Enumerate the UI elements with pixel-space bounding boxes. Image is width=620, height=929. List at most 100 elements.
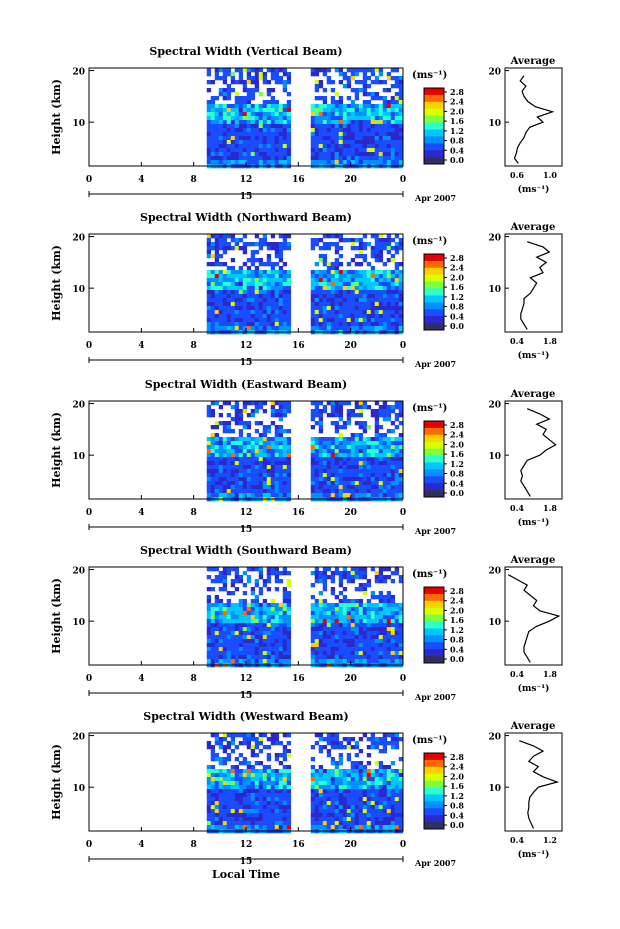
heatmap-cell <box>322 144 328 149</box>
heatmap-cell <box>346 310 352 315</box>
heatmap-cell <box>338 262 344 267</box>
heatmap-cell <box>398 246 404 251</box>
heatmap-cell <box>338 571 344 576</box>
heatmap-cell <box>326 270 332 275</box>
heatmap-cell <box>394 234 400 239</box>
heatmap-cell <box>258 571 264 576</box>
heatmap-cell <box>210 825 216 830</box>
heatmap-cell <box>370 659 376 664</box>
heatmap-cell <box>214 603 220 608</box>
heatmap-cell <box>334 781 340 786</box>
heatmap-cell <box>230 278 236 283</box>
heatmap-cell <box>398 611 404 616</box>
heatmap-cell <box>286 651 292 656</box>
heatmap-cell <box>322 615 328 620</box>
heatmap-cell <box>362 326 368 331</box>
heatmap-cell <box>382 409 388 414</box>
heatmap-cell <box>346 469 352 474</box>
heatmap-cell <box>286 302 292 307</box>
heatmap-cell <box>234 136 240 141</box>
heatmap-cell <box>322 619 328 624</box>
heatmap-cell <box>238 298 244 303</box>
heatmap-cell <box>386 156 392 161</box>
heatmap-cell <box>342 238 348 243</box>
heatmap-cell <box>282 481 288 486</box>
heatmap-cell <box>326 623 332 628</box>
heatmap-cell <box>342 575 348 580</box>
heatmap-cell <box>282 116 288 121</box>
heatmap-cell <box>374 785 380 790</box>
heatmap-cell <box>346 318 352 323</box>
heatmap-cell <box>334 314 340 319</box>
heatmap-cell <box>346 817 352 822</box>
heatmap-cell <box>262 242 268 247</box>
heatmap-cell <box>314 793 320 798</box>
heatmap-cell <box>238 457 244 462</box>
heatmap-cell <box>250 753 256 758</box>
heatmap-cell <box>250 765 256 770</box>
heatmap-cell <box>206 270 212 275</box>
colorbar-tick-label: 2.4 <box>450 596 464 606</box>
heatmap-cell <box>230 469 236 474</box>
heatmap-cell <box>222 477 228 482</box>
heatmap-cell <box>234 765 240 770</box>
heatmap-cell <box>286 489 292 494</box>
heatmap-cell <box>274 753 280 758</box>
heatmap-cell <box>286 112 292 117</box>
heatmap-cell <box>358 124 364 129</box>
panel-vertical: Spectral Width (Vertical Beam)2010Height… <box>50 45 563 203</box>
heatmap-cell <box>362 254 368 259</box>
heatmap-cell <box>342 401 348 406</box>
heatmap-cell <box>350 817 356 822</box>
heatmap-cell <box>214 615 220 620</box>
heatmap-cell <box>214 469 220 474</box>
heatmap-cell <box>226 485 232 490</box>
heatmap-cell <box>366 286 372 291</box>
heatmap-cell <box>218 469 224 474</box>
heatmap-cell <box>262 453 268 458</box>
heatmap-cell <box>250 627 256 632</box>
heatmap-cell <box>246 477 252 482</box>
heatmap-cell <box>206 801 212 806</box>
heatmap-cell <box>318 473 324 478</box>
heatmap-cell <box>242 485 248 490</box>
heatmap-cell <box>310 68 316 73</box>
heatmap-cell <box>270 413 276 418</box>
heatmap-cell <box>222 457 228 462</box>
heatmap-cell <box>362 282 368 287</box>
heatmap-cell <box>362 88 368 93</box>
heatmap-cell <box>230 619 236 624</box>
heatmap-cell <box>382 449 388 454</box>
heatmap-cell <box>382 579 388 584</box>
heatmap-cell <box>246 567 252 572</box>
heatmap-cell <box>242 631 248 636</box>
heatmap-cell <box>334 144 340 149</box>
heatmap-cell <box>234 302 240 307</box>
heatmap-cell <box>218 777 224 782</box>
heatmap-cell <box>390 294 396 299</box>
heatmap-cell <box>238 429 244 434</box>
heatmap-cell <box>330 789 336 794</box>
heatmap-cell <box>314 777 320 782</box>
heatmap-cell <box>338 148 344 153</box>
heatmap-cell <box>234 152 240 157</box>
heatmap-cell <box>274 607 280 612</box>
heatmap-cell <box>394 84 400 89</box>
heatmap-cell <box>362 425 368 430</box>
heatmap-cell <box>322 579 328 584</box>
heatmap-cell <box>250 306 256 311</box>
heatmap-cell <box>358 294 364 299</box>
heatmap-cell <box>314 262 320 267</box>
heatmap-cell <box>318 789 324 794</box>
heatmap-cell <box>262 401 268 406</box>
heatmap-cell <box>270 274 276 279</box>
heatmap-cell <box>262 485 268 490</box>
x-tick-label: 0 <box>86 341 92 351</box>
heatmap-cell <box>218 575 224 580</box>
heatmap-cell <box>362 567 368 572</box>
heatmap-cell <box>246 286 252 291</box>
heatmap-cell <box>222 120 228 125</box>
heatmap-cell <box>350 136 356 141</box>
heatmap-cell <box>366 793 372 798</box>
heatmap-cell <box>270 643 276 648</box>
